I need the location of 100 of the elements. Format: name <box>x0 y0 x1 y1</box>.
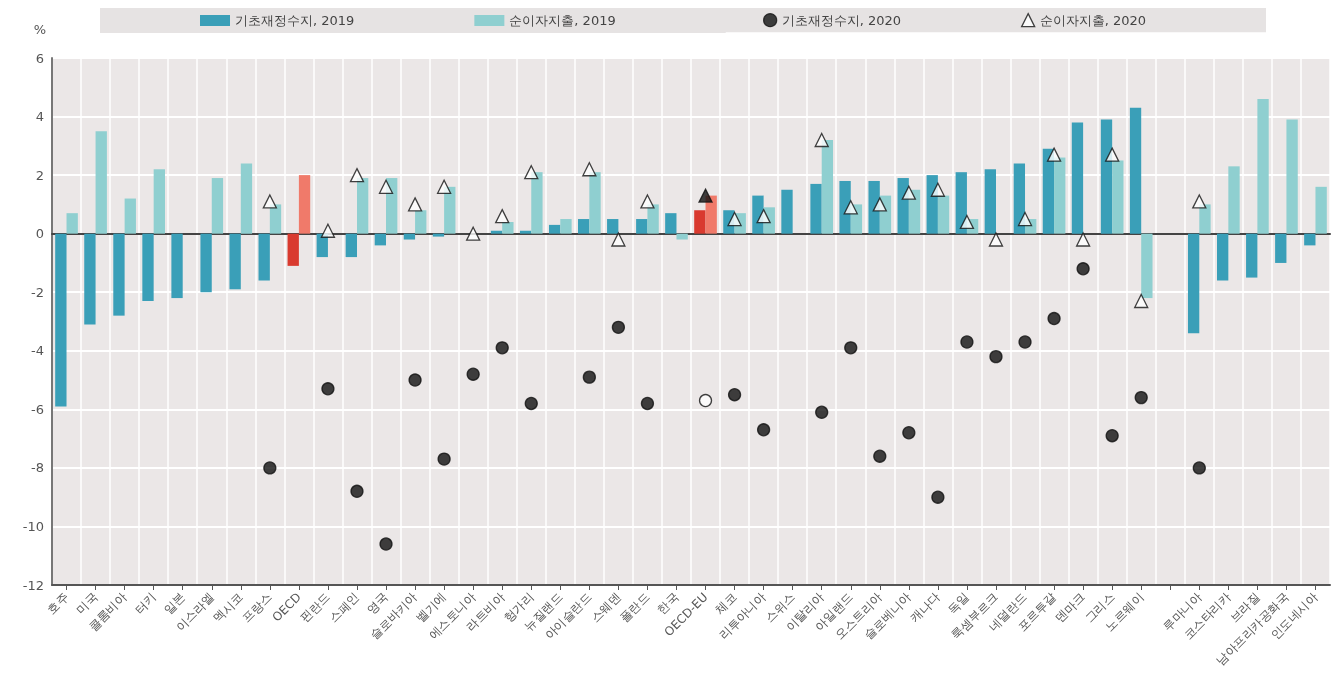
bar <box>502 221 514 234</box>
y-tick-label: -4 <box>31 343 44 359</box>
point <box>872 197 887 212</box>
bar <box>937 195 950 234</box>
bar <box>153 169 165 234</box>
point <box>582 370 596 384</box>
point <box>436 179 452 194</box>
point <box>320 223 336 238</box>
bar <box>548 224 561 234</box>
point <box>1075 232 1091 247</box>
bar <box>113 233 125 316</box>
bar <box>356 178 369 234</box>
point <box>1018 335 1032 349</box>
bar <box>1071 122 1084 234</box>
legend-label: 기초재정수지, 2020 <box>781 12 902 28</box>
bar <box>298 175 311 234</box>
y-tick-label: -12 <box>22 577 44 593</box>
bar <box>560 219 572 234</box>
bar <box>1141 233 1153 299</box>
point <box>321 382 335 396</box>
x-tick-label: 터키 <box>131 590 159 617</box>
bar <box>490 230 503 234</box>
y-tick-label: -2 <box>31 284 44 300</box>
bar <box>269 204 282 234</box>
bar <box>519 230 532 234</box>
point <box>756 208 771 224</box>
bar <box>229 233 241 290</box>
y-tick-label: 0 <box>35 226 44 242</box>
point <box>1105 429 1119 443</box>
legend-label: 순이자지출, 2019 <box>509 13 616 28</box>
bar <box>578 219 590 234</box>
bar <box>1257 98 1269 234</box>
point <box>988 232 1004 247</box>
bar <box>66 213 78 234</box>
point <box>495 208 510 224</box>
point <box>1192 461 1206 475</box>
point <box>495 341 509 355</box>
point <box>960 335 974 349</box>
point <box>379 537 393 551</box>
bar <box>374 233 387 246</box>
bar <box>432 233 445 237</box>
point <box>1046 147 1062 162</box>
bar <box>240 163 253 234</box>
bar <box>839 180 851 234</box>
bar <box>287 233 299 266</box>
bar <box>1054 157 1066 234</box>
point <box>930 182 946 197</box>
point <box>408 373 422 387</box>
point <box>902 426 916 440</box>
bar <box>142 233 154 302</box>
x-tick-label: 호주 <box>44 590 72 617</box>
bar <box>171 233 183 299</box>
bar <box>55 233 67 407</box>
point <box>437 452 451 466</box>
bar <box>1246 233 1258 278</box>
bar <box>647 204 659 234</box>
bar <box>415 210 427 234</box>
point <box>873 449 887 463</box>
bar <box>821 139 834 234</box>
point <box>901 185 916 200</box>
bar <box>1042 148 1055 234</box>
bar <box>589 172 601 234</box>
point <box>524 165 539 180</box>
bar <box>95 131 107 234</box>
point <box>931 490 945 504</box>
y-tick-label: -10 <box>22 518 44 534</box>
point <box>1076 262 1090 276</box>
point <box>407 197 423 212</box>
y-tick-label: -8 <box>31 460 44 476</box>
point <box>1047 311 1061 326</box>
point <box>727 388 742 402</box>
bar <box>531 172 543 234</box>
point <box>959 214 975 230</box>
point <box>756 423 771 437</box>
bar <box>781 189 793 234</box>
point <box>582 162 597 177</box>
point <box>263 461 277 475</box>
bar <box>211 178 224 234</box>
bar <box>200 233 212 293</box>
point <box>611 320 626 334</box>
point <box>1134 390 1148 405</box>
bar <box>1112 160 1124 234</box>
point <box>524 396 538 411</box>
bar <box>1129 107 1142 234</box>
bar <box>403 233 416 240</box>
point <box>640 194 655 209</box>
point <box>1134 293 1149 309</box>
bar <box>665 213 677 234</box>
bar <box>676 233 688 240</box>
legend-label: 기초재정수지, 2019 <box>235 13 355 28</box>
point <box>466 226 481 241</box>
bar <box>1228 166 1240 234</box>
point <box>844 341 858 355</box>
point <box>815 405 829 419</box>
bar <box>1315 186 1327 234</box>
point <box>814 132 829 148</box>
point <box>378 179 394 194</box>
bar <box>694 210 706 234</box>
bar <box>1275 233 1287 263</box>
bar <box>1100 119 1113 234</box>
